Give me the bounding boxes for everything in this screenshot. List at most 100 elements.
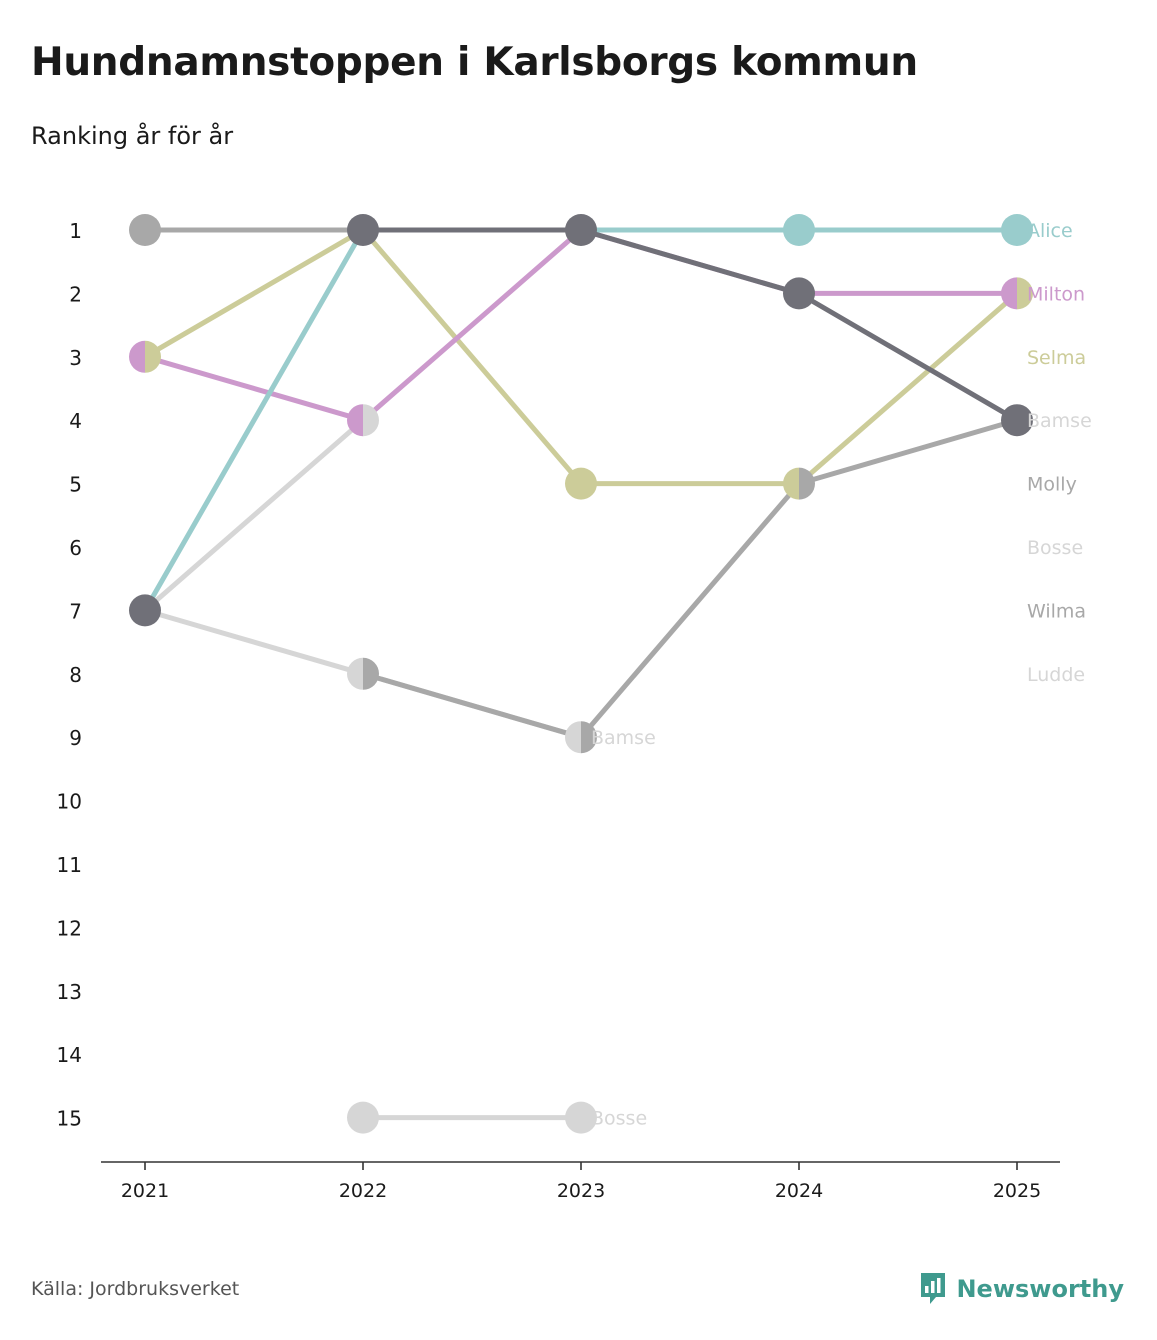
y-tick-label: 13 bbox=[57, 980, 82, 1004]
rank-dot bbox=[347, 404, 379, 437]
rank-dot-left-half bbox=[565, 214, 581, 246]
x-tick-label: 2022 bbox=[339, 1180, 387, 1202]
chart-title: Hundnamnstoppen i Karlsborgs kommun bbox=[31, 40, 918, 85]
rank-dot-right-half bbox=[581, 721, 597, 754]
inline-label: Bosse bbox=[591, 1108, 647, 1130]
rank-dot-right-half bbox=[145, 214, 161, 246]
x-tick-label: 2021 bbox=[121, 1180, 169, 1202]
series-line-segment bbox=[578, 227, 802, 296]
rank-dot-right-half bbox=[145, 594, 161, 627]
rank-dot bbox=[1001, 277, 1033, 310]
rank-dot bbox=[347, 214, 379, 246]
rank-dot bbox=[565, 721, 597, 754]
rank-dot bbox=[565, 214, 597, 246]
rank-dot-right-half bbox=[363, 657, 379, 690]
end-label: Molly bbox=[1027, 474, 1077, 496]
series-dots bbox=[129, 214, 1033, 1134]
rank-dot-left-half bbox=[565, 721, 581, 754]
rank-dot bbox=[783, 467, 815, 500]
series-line-segment bbox=[142, 607, 366, 677]
y-tick-label: 6 bbox=[69, 536, 82, 560]
rank-dot-right-half bbox=[1017, 277, 1033, 310]
rank-dot-right-half bbox=[799, 277, 815, 310]
end-label: Wilma bbox=[1027, 600, 1086, 622]
rank-dot bbox=[783, 214, 815, 246]
series-line-segment bbox=[796, 290, 1020, 487]
series-line-segment bbox=[360, 227, 584, 423]
rank-dot bbox=[129, 214, 161, 246]
rank-dot-right-half bbox=[363, 214, 379, 246]
series-line-segment bbox=[360, 227, 584, 487]
y-tick-label: 7 bbox=[69, 599, 82, 623]
y-tick-label: 12 bbox=[57, 916, 82, 940]
series-line-segment bbox=[360, 671, 584, 740]
rank-dot-right-half bbox=[581, 467, 597, 500]
series-lines bbox=[142, 227, 1020, 1121]
series-line-segment bbox=[142, 354, 366, 423]
y-tick-label: 11 bbox=[57, 853, 82, 877]
end-label: Selma bbox=[1027, 347, 1086, 369]
series-labels: Alice Milton Selma Bamse Molly Bosse Wilma Ludd… bbox=[591, 220, 1092, 1130]
source-note: Källa: Jordbruksverket bbox=[31, 1278, 240, 1300]
rank-dot bbox=[783, 277, 815, 310]
rank-dot bbox=[1001, 404, 1033, 437]
rank-dot-left-half bbox=[347, 404, 363, 437]
y-tick-label: 10 bbox=[57, 790, 82, 814]
y-tick-label: 8 bbox=[69, 663, 82, 687]
rank-dot-left-half bbox=[129, 594, 145, 627]
rank-dot-left-half bbox=[565, 467, 581, 500]
x-tick-label: 2023 bbox=[557, 1180, 605, 1202]
y-tick-label: 2 bbox=[69, 282, 82, 306]
series-line-segment bbox=[796, 417, 1020, 487]
inline-label: Bamse bbox=[591, 727, 656, 749]
rank-dot bbox=[129, 340, 161, 373]
series-line-segment bbox=[578, 481, 802, 740]
rank-dot-right-half bbox=[581, 1101, 597, 1134]
y-tick-label: 14 bbox=[57, 1043, 82, 1067]
rank-dot-right-half bbox=[581, 214, 597, 246]
x-tick-label: 2025 bbox=[993, 1180, 1041, 1202]
rank-dot-right-half bbox=[145, 340, 161, 373]
brand-logo: Newsworthy bbox=[918, 1270, 1124, 1308]
rank-dot-left-half bbox=[129, 214, 145, 246]
end-label: Milton bbox=[1027, 283, 1085, 305]
rank-dot-right-half bbox=[1017, 214, 1033, 246]
rank-dot-left-half bbox=[565, 1101, 581, 1134]
rank-dot-left-half bbox=[783, 467, 799, 500]
rank-dot-right-half bbox=[799, 467, 815, 500]
end-label: Alice bbox=[1027, 220, 1073, 242]
rank-dot-left-half bbox=[347, 1101, 363, 1134]
y-tick-label: 9 bbox=[69, 726, 82, 750]
y-tick-label: 5 bbox=[69, 473, 82, 497]
series-line-segment bbox=[796, 290, 1020, 423]
x-axis: 2021 2022 2023 2024 2025 bbox=[101, 1161, 1060, 1202]
brand-name: Newsworthy bbox=[956, 1275, 1124, 1303]
series-line-segment bbox=[142, 227, 366, 613]
rank-dot bbox=[1001, 214, 1033, 246]
series-line-segment bbox=[142, 417, 366, 613]
chart-subtitle: Ranking år för år bbox=[31, 122, 234, 150]
rank-dot bbox=[347, 1101, 379, 1134]
rank-dot-right-half bbox=[1017, 404, 1033, 437]
rank-dot-left-half bbox=[347, 214, 363, 246]
rank-dot-right-half bbox=[799, 214, 815, 246]
end-label: Bosse bbox=[1027, 537, 1083, 559]
rank-dot-left-half bbox=[347, 657, 363, 690]
y-tick-label: 15 bbox=[57, 1107, 82, 1131]
end-label: Ludde bbox=[1027, 664, 1085, 686]
newsworthy-logo-icon bbox=[921, 1273, 946, 1304]
rank-dot bbox=[565, 467, 597, 500]
rank-dot bbox=[129, 594, 161, 627]
x-tick-label: 2024 bbox=[775, 1180, 823, 1202]
rank-dot bbox=[347, 657, 379, 690]
rank-dot-right-half bbox=[363, 404, 379, 437]
rank-dot-left-half bbox=[129, 340, 145, 373]
y-tick-label: 4 bbox=[69, 409, 82, 433]
rank-dot-left-half bbox=[1001, 214, 1017, 246]
rank-dot-right-half bbox=[363, 1101, 379, 1134]
rank-dot-left-half bbox=[783, 214, 799, 246]
rank-dot-left-half bbox=[783, 277, 799, 310]
end-label: Bamse bbox=[1027, 410, 1092, 432]
